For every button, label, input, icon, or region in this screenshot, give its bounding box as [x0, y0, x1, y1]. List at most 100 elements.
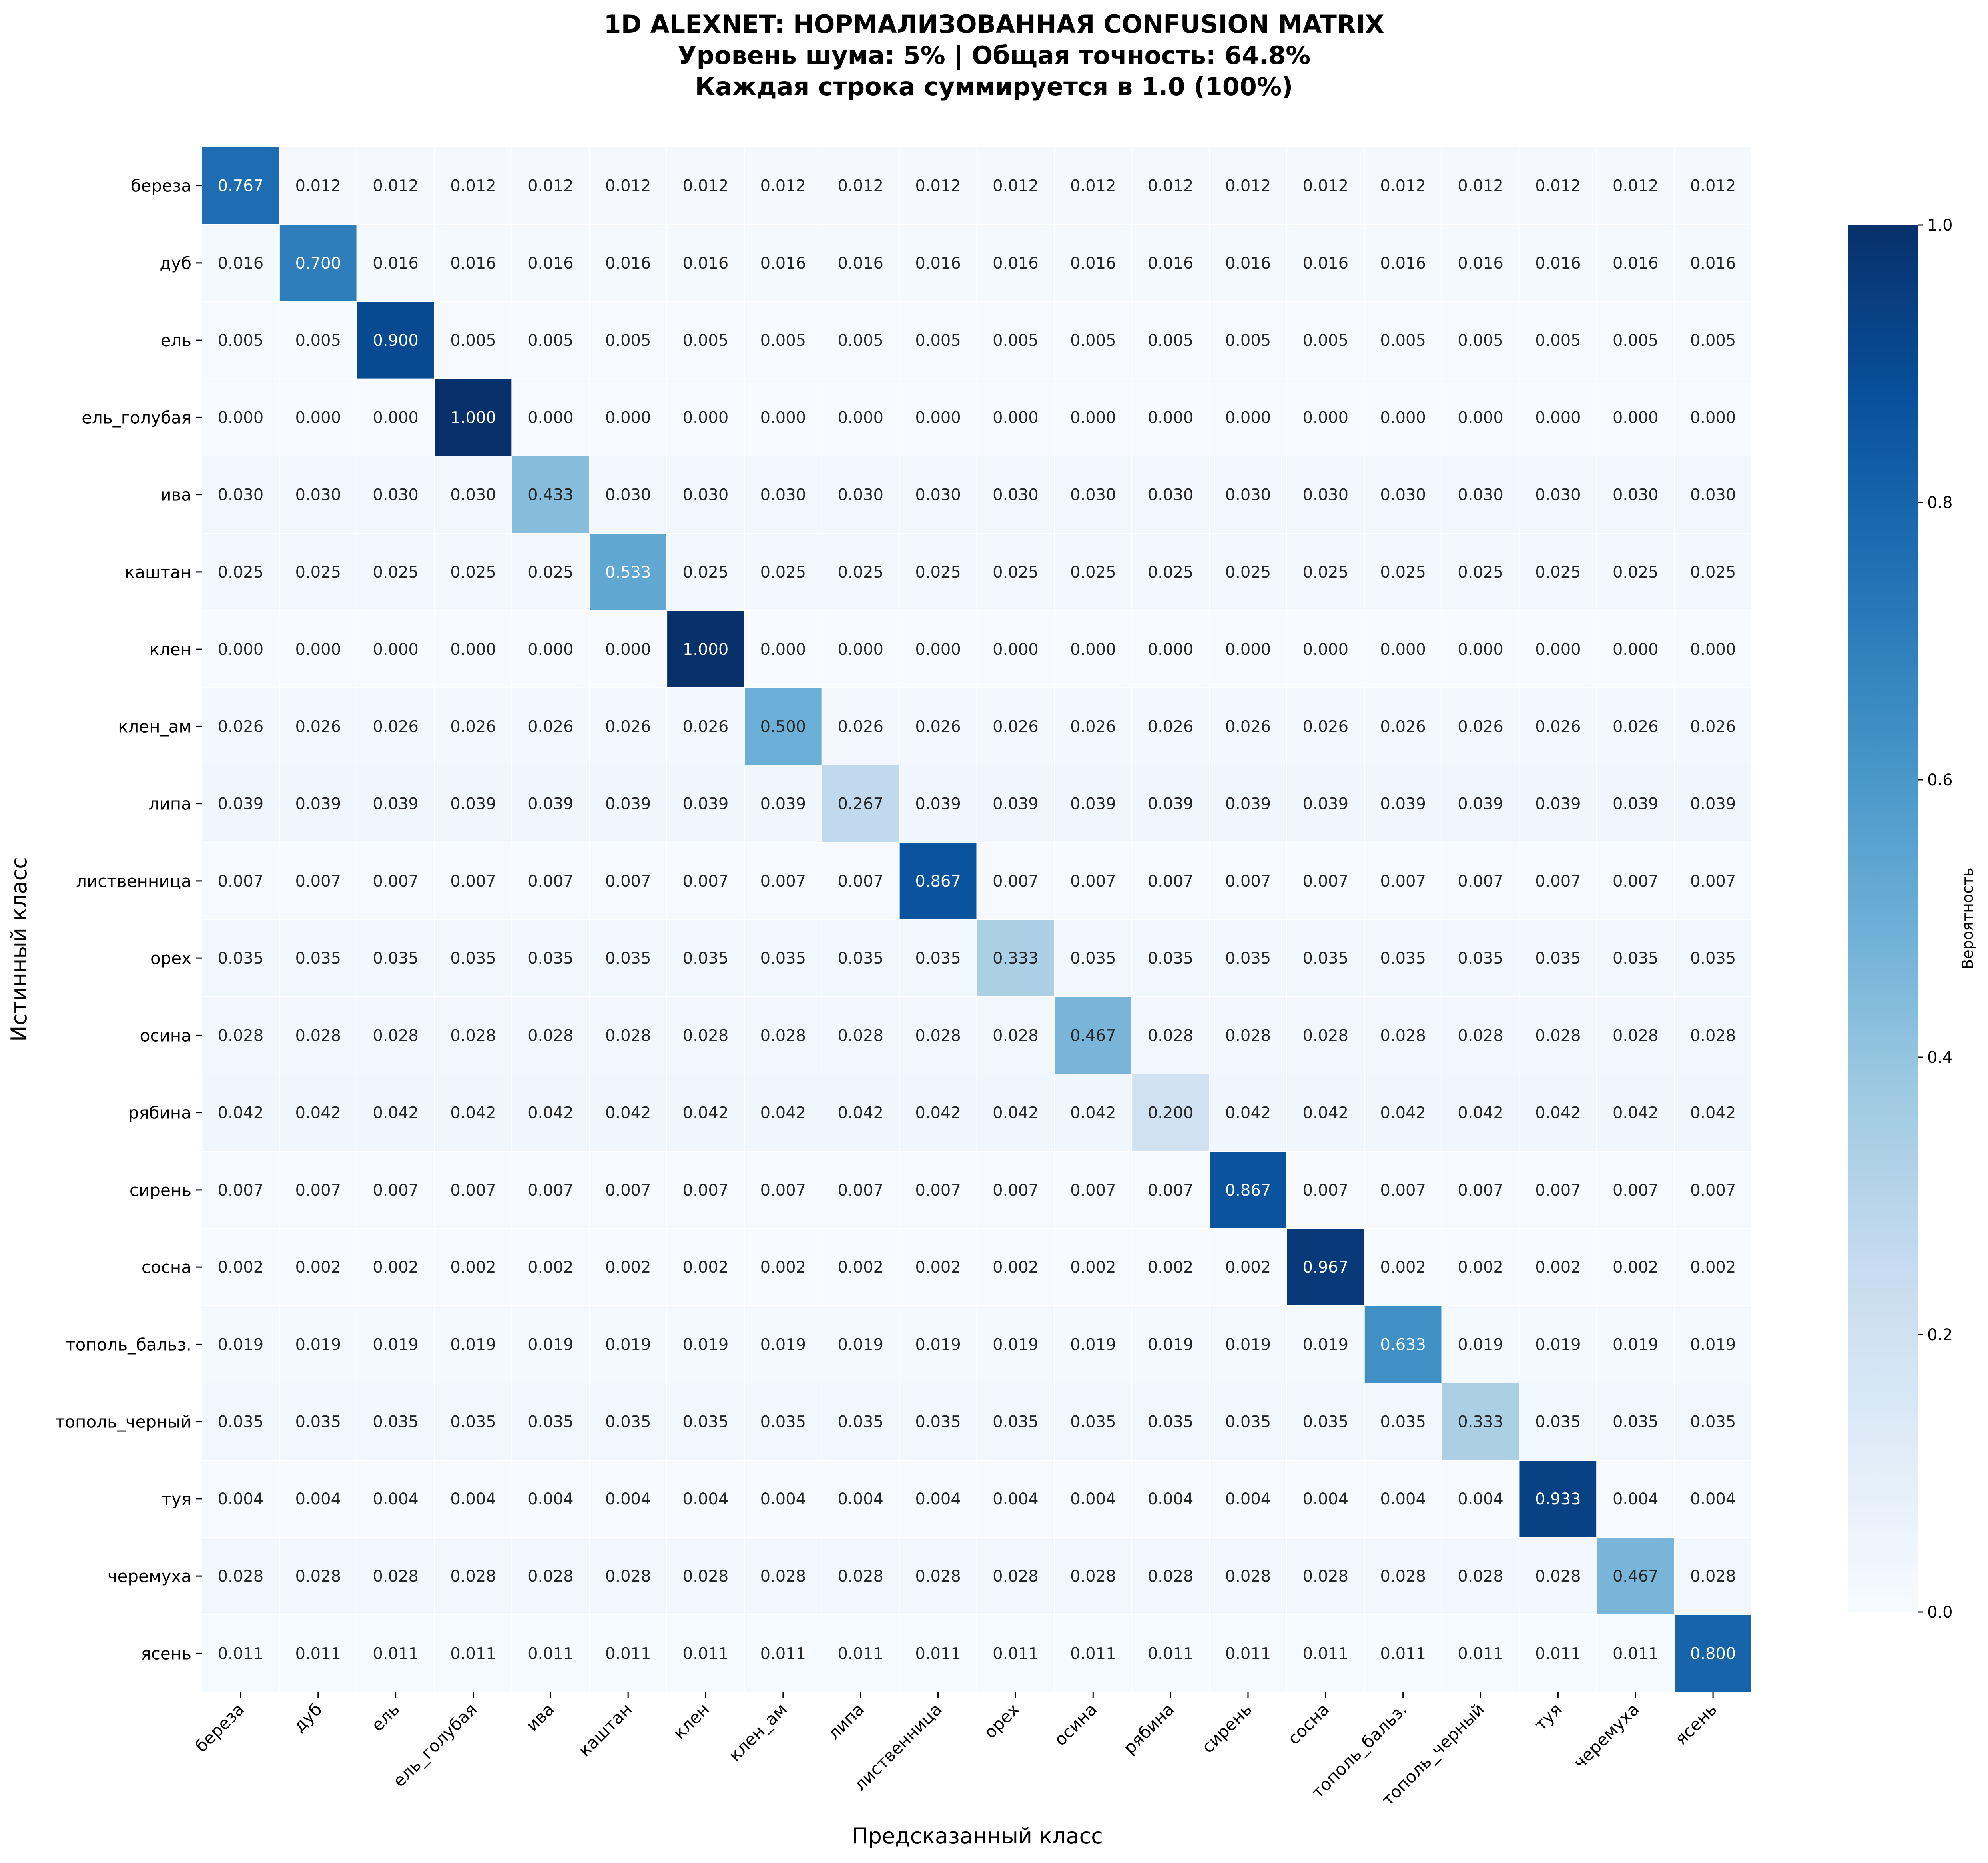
cell-value-label: 0.030 — [837, 486, 883, 504]
cell-value-label: 0.035 — [295, 949, 341, 968]
cell-value-label: 0.042 — [1613, 1104, 1659, 1122]
y-tick-label: туя — [162, 1489, 191, 1509]
cell-value-label: 0.000 — [373, 640, 419, 659]
y-tick-label: рябина — [128, 1103, 191, 1123]
heatmap-cell — [1286, 687, 1365, 765]
y-tick-label: лиственница — [76, 871, 191, 891]
cell-value-label: 0.028 — [1613, 1026, 1659, 1045]
cell-value-label: 0.004 — [1613, 1490, 1659, 1508]
heatmap-cell — [279, 610, 357, 688]
cell-value-label: 0.028 — [605, 1026, 651, 1045]
cell-value-label: 0.000 — [915, 640, 961, 659]
heatmap-cell — [1674, 533, 1752, 611]
cell-value-label: 0.039 — [1303, 795, 1349, 813]
heatmap-cell — [744, 1074, 822, 1152]
cell-value-label: 0.002 — [295, 1258, 341, 1277]
heatmap-cell — [589, 224, 668, 302]
y-tick-label: ель_голубая — [82, 408, 191, 427]
cell-value-label: 0.019 — [1225, 1335, 1271, 1354]
heatmap-cell — [511, 301, 590, 379]
heatmap-cell — [434, 456, 512, 534]
heatmap-cell — [1674, 1151, 1752, 1229]
cell-value-label: 0.042 — [683, 1104, 729, 1122]
heatmap-cell — [201, 1074, 280, 1152]
cell-value-label: 0.019 — [837, 1335, 883, 1354]
heatmap-cell — [1054, 765, 1133, 843]
x-tick-label: ясень — [1671, 1699, 1721, 1749]
cell-value-label: 0.039 — [1380, 795, 1426, 813]
heatmap-cell — [976, 842, 1055, 920]
heatmap-cell — [744, 842, 822, 920]
y-tick-label: ясень — [141, 1644, 191, 1663]
heatmap-cell — [589, 1228, 668, 1306]
cell-value-label: 0.002 — [993, 1258, 1039, 1277]
heatmap-cell — [1364, 456, 1442, 534]
cell-value-labels: 0.767 0.012 0.012 0.012 0.012 0.012 0.012 0.012… — [218, 177, 1736, 1663]
heatmap-cell — [821, 147, 900, 225]
cell-value-label: 0.025 — [837, 563, 883, 582]
cell-value-label: 0.039 — [760, 795, 806, 813]
cell-value-label: 0.028 — [915, 1567, 961, 1586]
heatmap-cell — [1519, 1383, 1597, 1461]
cell-value-label: 0.028 — [450, 1567, 496, 1586]
cell-value-label: 0.007 — [1070, 1181, 1116, 1199]
cell-value-label: 0.035 — [528, 1413, 574, 1431]
cell-value-label: 0.005 — [295, 331, 341, 350]
cell-value-label: 0.007 — [760, 1181, 806, 1199]
heatmap-cell — [356, 456, 435, 534]
heatmap-cell — [356, 1228, 435, 1306]
colorbar-label: Вероятность — [1959, 867, 1976, 969]
heatmap-cell — [1054, 533, 1133, 611]
cell-value-label: 0.035 — [760, 949, 806, 968]
heatmap-cell — [1286, 456, 1365, 534]
cell-value-label: 0.011 — [1458, 1644, 1503, 1663]
cell-value-label: 0.012 — [1613, 177, 1659, 195]
heatmap-cell — [1674, 765, 1752, 843]
cell-value-label: 0.035 — [218, 949, 264, 968]
cell-value-label: 0.000 — [683, 408, 729, 427]
cell-value-label: 0.007 — [1148, 1181, 1194, 1199]
heatmap-cell — [1209, 378, 1287, 456]
heatmap-cell — [1596, 919, 1675, 997]
cell-value-label: 0.028 — [295, 1026, 341, 1045]
heatmap-cell — [356, 378, 435, 456]
heatmap-cell — [1441, 1383, 1520, 1461]
cell-value-label: 0.004 — [1303, 1490, 1349, 1508]
cell-value-label: 0.028 — [837, 1567, 883, 1586]
heatmap-cell — [666, 147, 745, 225]
cell-value-label: 0.042 — [837, 1104, 883, 1122]
heatmap-cell — [821, 687, 900, 765]
cell-value-label: 0.039 — [373, 795, 419, 813]
heatmap-cell — [279, 1228, 357, 1306]
cell-value-label: 0.007 — [683, 1181, 729, 1199]
heatmap-cell — [589, 1151, 668, 1229]
cell-value-label: 0.007 — [1535, 872, 1581, 891]
cell-value-label: 0.007 — [1225, 872, 1271, 891]
heatmap-cell — [1441, 301, 1520, 379]
cell-value-label: 0.800 — [1690, 1644, 1736, 1663]
heatmap-cell — [1596, 301, 1675, 379]
heatmap-cell — [589, 919, 668, 997]
heatmap-cell — [434, 687, 512, 765]
cell-value-label: 0.019 — [915, 1335, 961, 1354]
cell-value-label: 0.000 — [1690, 640, 1736, 659]
cell-value-label: 0.002 — [837, 1258, 883, 1277]
heatmap-cell — [356, 765, 435, 843]
heatmap-cell — [589, 765, 668, 843]
heatmap-cell — [1596, 687, 1675, 765]
heatmap-cell — [279, 301, 357, 379]
heatmap-cell — [201, 1151, 280, 1229]
cell-value-label: 0.016 — [450, 254, 496, 273]
cell-value-label: 0.005 — [1458, 331, 1503, 350]
heatmap-cell — [1596, 456, 1675, 534]
cell-value-label: 0.533 — [605, 563, 651, 582]
heatmap-cell — [1286, 1614, 1365, 1692]
heatmap-cell — [666, 996, 745, 1074]
y-tick-label: липа — [149, 794, 191, 814]
heatmap-cell — [201, 996, 280, 1074]
cell-value-label: 0.007 — [605, 1181, 651, 1199]
cell-value-label: 0.028 — [1690, 1567, 1736, 1586]
cell-value-label: 0.011 — [1070, 1644, 1116, 1663]
cell-value-label: 0.028 — [1303, 1026, 1349, 1045]
cell-value-label: 0.000 — [373, 408, 419, 427]
